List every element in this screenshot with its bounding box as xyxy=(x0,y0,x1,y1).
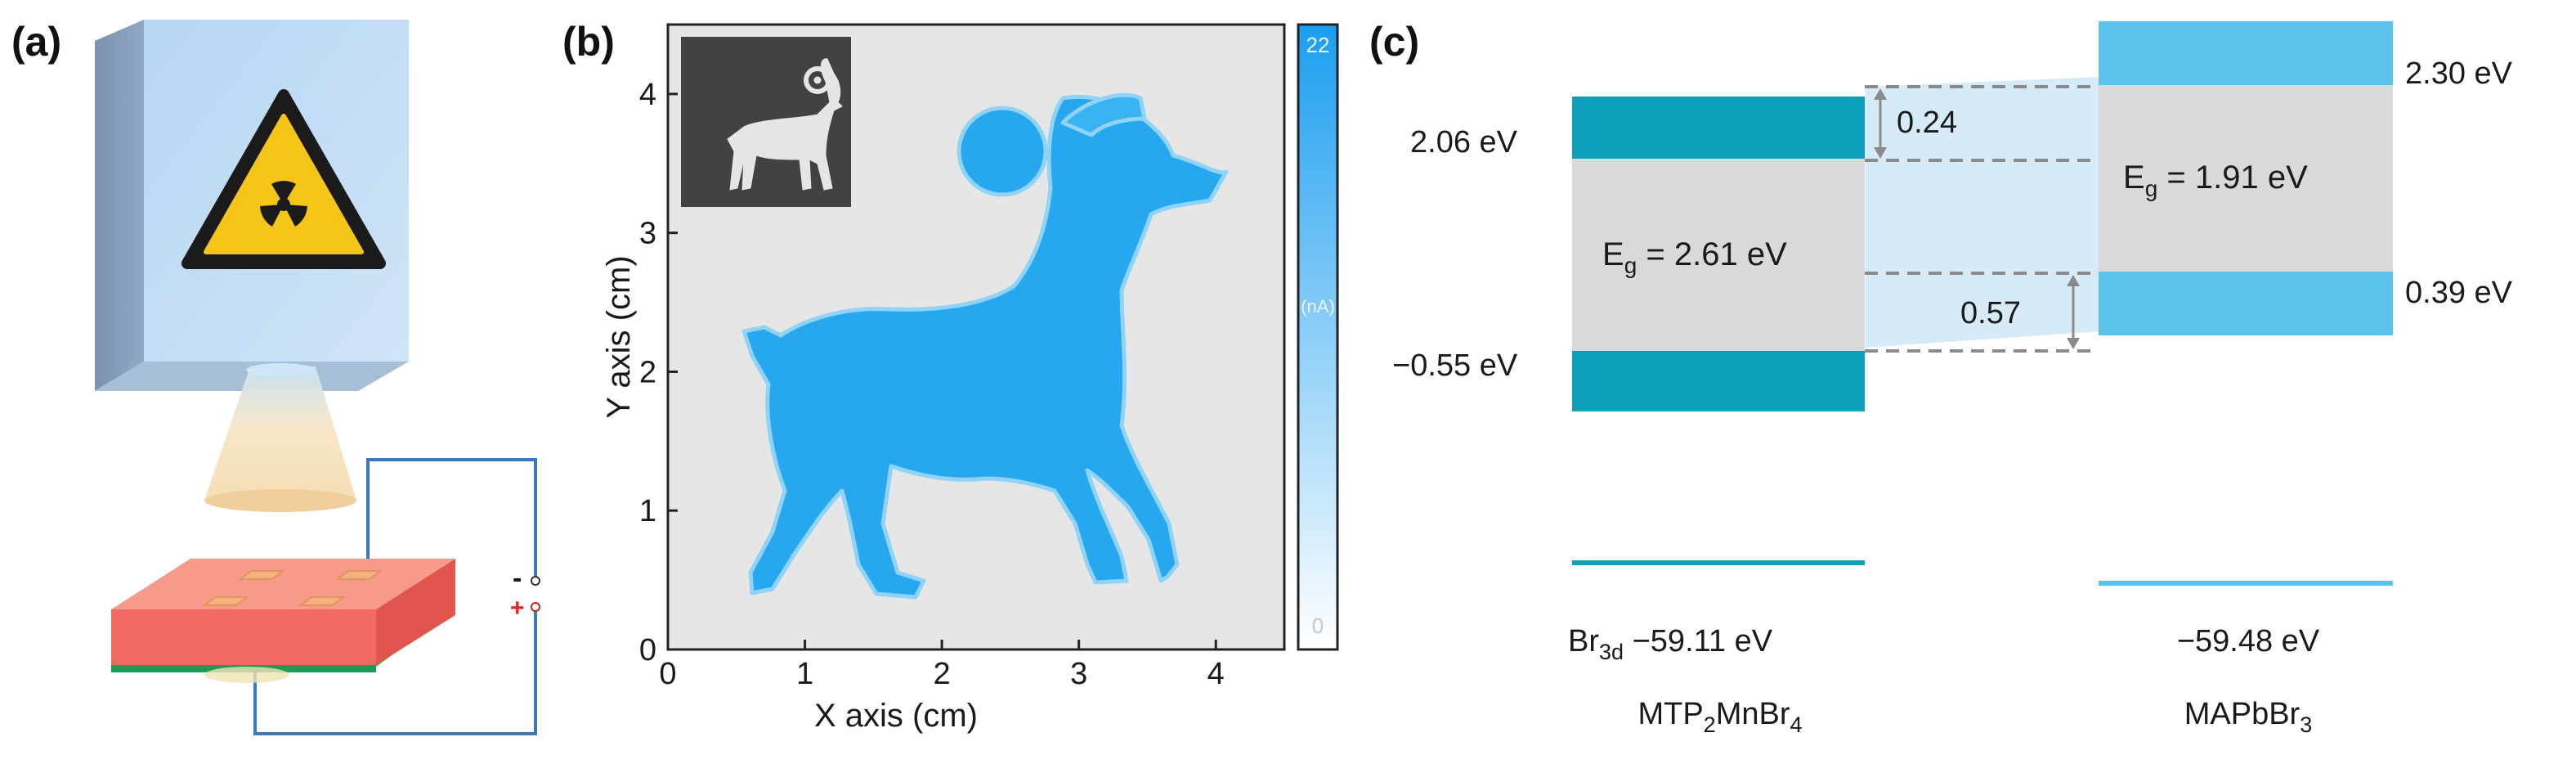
x-tick-label: 4 xyxy=(1207,657,1225,691)
y-tick-label: 1 xyxy=(639,494,656,528)
mapb-material-name: MAPbBr3 xyxy=(2184,697,2313,737)
panel-c: (c) 0.24 0. xyxy=(1369,19,2513,737)
mtp-conduction-band xyxy=(1572,97,1865,159)
panel-b-axes: 0 1 2 3 4 0 1 2 3 4 xyxy=(639,78,1225,691)
panel-label-c: (c) xyxy=(1369,19,1419,65)
colorbar-max: 22 xyxy=(1306,33,1330,57)
x-tick-label: 3 xyxy=(1070,657,1087,691)
y-tick-label: 0 xyxy=(639,633,656,667)
detector-device xyxy=(111,559,455,683)
mtp-band-stack xyxy=(1572,97,1865,411)
vb-offset-value: 0.57 xyxy=(1960,296,2021,330)
x-ray-beam-cone xyxy=(204,363,356,512)
terminal-plus: + xyxy=(510,595,525,622)
x-tick-label: 1 xyxy=(796,657,813,691)
panel-label-a: (a) xyxy=(11,19,61,65)
x-tick-label: 2 xyxy=(934,657,951,691)
mtp-band-gap-label: Eg = 2.61 eV xyxy=(1602,236,1787,278)
mapb-band-gap-label: Eg = 1.91 eV xyxy=(2123,160,2308,201)
mtp-core-level-label: Br3d −59.11 eV xyxy=(1568,624,1773,664)
y-axis-label: Y axis (cm) xyxy=(601,255,637,418)
mtp-cb-energy: 2.06 eV xyxy=(1410,125,1518,160)
mtp-valence-band xyxy=(1572,351,1865,411)
y-tick-label: 2 xyxy=(639,355,656,389)
terminal-minus: - xyxy=(513,563,522,594)
y-tick-label: 4 xyxy=(639,78,656,112)
battery-terminals: - + xyxy=(510,563,540,622)
x-ray-source-box xyxy=(95,20,409,391)
colorbar: 22 (nA) 0 xyxy=(1297,23,1339,651)
mapb-band-stack xyxy=(2099,21,2393,335)
mapb-conduction-band xyxy=(2099,21,2393,85)
colorbar-unit: (nA) xyxy=(1301,296,1335,317)
mtp-vb-energy: −0.55 eV xyxy=(1392,348,1518,383)
cb-offset-value: 0.24 xyxy=(1897,106,1957,140)
mapb-cb-energy: 2.30 eV xyxy=(2405,56,2513,91)
offset-dashes xyxy=(1865,85,2099,353)
panel-a: (a) - + xyxy=(11,19,540,735)
mapb-core-level-label: −59.48 eV xyxy=(2177,624,2320,658)
colorbar-min: 0 xyxy=(1312,613,1324,638)
mapb-valence-band xyxy=(2099,272,2393,335)
x-axis-label: X axis (cm) xyxy=(814,698,978,734)
band-connector xyxy=(1866,77,2100,348)
circuit-wires xyxy=(253,458,537,735)
mtp-material-name: MTP2MnBr4 xyxy=(1637,697,1802,737)
ram-xray-image xyxy=(741,92,1229,600)
y-tick-label: 3 xyxy=(639,217,656,251)
inset-photo xyxy=(681,37,851,207)
mtp-band-gap xyxy=(1572,159,1865,351)
radiation-warning-icon xyxy=(181,89,386,269)
offset-arrows xyxy=(1874,88,2080,349)
mapb-band-gap xyxy=(2099,85,2393,272)
x-tick-label: 0 xyxy=(659,657,676,691)
panel-label-b: (b) xyxy=(562,19,615,65)
mapb-vb-energy: 0.39 eV xyxy=(2405,276,2513,310)
